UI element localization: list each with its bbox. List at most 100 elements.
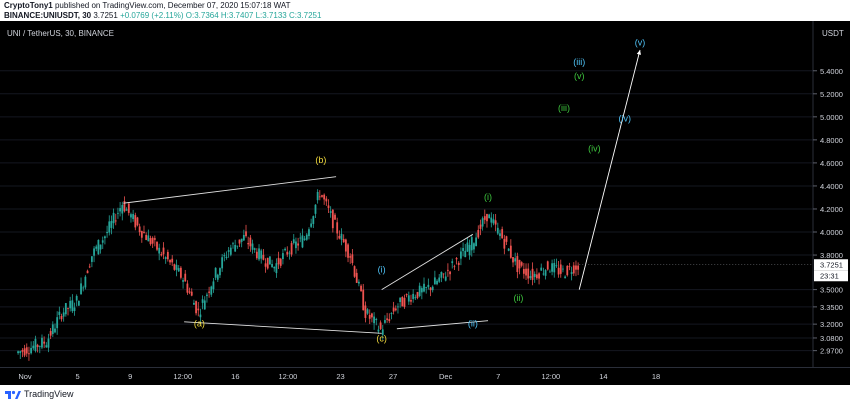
candle-body — [143, 231, 145, 233]
candle-body — [553, 262, 556, 273]
candle-body — [36, 344, 39, 348]
candle-body — [490, 217, 493, 223]
projection-arrow-line — [578, 49, 641, 290]
candle-body — [429, 287, 432, 291]
candle-body — [54, 328, 56, 333]
candle-body — [501, 229, 504, 239]
candle-body — [334, 214, 336, 220]
candle-body — [177, 268, 180, 272]
candle-body — [468, 244, 471, 256]
candle-body — [318, 196, 321, 198]
candle-body — [338, 235, 341, 239]
candle-body — [58, 311, 61, 315]
candle-body — [425, 287, 428, 288]
candle-body — [275, 263, 278, 274]
candle-body — [516, 256, 519, 273]
candle-body — [525, 268, 527, 276]
candle-body — [73, 307, 76, 311]
candle-body — [162, 247, 165, 255]
candle-body — [520, 262, 523, 266]
candle-body — [175, 264, 178, 270]
candle-body — [262, 254, 265, 260]
candle-body — [538, 273, 540, 279]
candle-body — [214, 267, 217, 278]
candle-body — [416, 292, 419, 298]
candle-body — [460, 251, 462, 259]
wave-label: (a) — [194, 318, 205, 328]
candle-body — [227, 250, 230, 252]
candle-body — [544, 270, 547, 276]
candle-body — [470, 237, 473, 251]
footer: TradingView — [0, 385, 850, 405]
published-text: published on TradingView.com, December 0… — [54, 1, 291, 10]
candle-body — [184, 273, 187, 282]
candle-body — [366, 309, 369, 314]
chart-area[interactable]: (b) (a) (c) (i) (i) (ii) (ii) (iii) (iv) (iii) (v)… — [0, 21, 850, 385]
candle-body — [112, 212, 115, 224]
candle-body — [451, 261, 454, 264]
candle-body — [208, 291, 211, 293]
candle-body — [436, 280, 438, 285]
candle-body — [56, 317, 59, 329]
candle-body — [99, 244, 102, 250]
candle-body — [399, 297, 402, 302]
candle-body — [203, 300, 206, 310]
tradingview-brand[interactable]: TradingView — [5, 389, 74, 399]
candle-body — [418, 285, 421, 297]
brand-name: TradingView — [24, 389, 74, 399]
price-tick-label: 4.4000 — [820, 182, 843, 191]
candle-body — [505, 236, 508, 242]
wave-label: (i) — [484, 192, 492, 202]
time-tick-label: 12:00 — [279, 372, 298, 381]
candle-body — [90, 256, 93, 262]
trend-line — [381, 233, 474, 290]
candle-body — [190, 291, 193, 296]
candle-body — [518, 259, 521, 269]
candle-body — [486, 214, 488, 222]
candle-body — [420, 288, 423, 293]
candle-body — [414, 297, 417, 299]
candle-body — [86, 270, 89, 274]
price-tick-label: 3.2000 — [820, 320, 843, 329]
candle-body — [75, 296, 78, 301]
candle-body — [234, 244, 237, 252]
candle-body — [492, 219, 495, 224]
price-tick-label: 5.0000 — [820, 113, 843, 122]
candle-body — [169, 260, 171, 263]
candle-body — [134, 215, 137, 228]
candle-body — [440, 272, 443, 278]
wave-label: (b) — [315, 155, 326, 165]
candle-body — [49, 331, 52, 336]
candle-body — [225, 256, 228, 258]
price-chart[interactable]: (b) (a) (c) (i) (i) (ii) (ii) (iii) (iv) (iii) (v)… — [0, 21, 850, 385]
candle-body — [77, 300, 80, 306]
candle-body — [564, 276, 567, 279]
candle-body — [45, 345, 48, 348]
wave-label: (iii) — [558, 103, 570, 113]
candle-body — [455, 258, 458, 260]
candle-body — [531, 268, 534, 280]
candle-body — [488, 214, 491, 219]
candle-body — [344, 239, 347, 252]
candle-body — [373, 316, 375, 324]
candle-body — [473, 243, 475, 250]
candle-body — [481, 218, 484, 227]
last-price: 3.7251 — [93, 11, 118, 20]
candle-body — [242, 234, 245, 241]
chart-header: CryptoTony1 published on TradingView.com… — [0, 0, 850, 21]
wave-label: (ii) — [513, 293, 523, 303]
candle-body — [229, 247, 232, 255]
candle-body — [88, 266, 91, 268]
price-tick-label: 3.5000 — [820, 286, 843, 295]
candle-body — [216, 274, 219, 280]
current-price-label: 3.7251 — [820, 260, 843, 269]
candle-body — [301, 235, 304, 248]
time-tick-label: 23 — [336, 372, 344, 381]
candle-body — [21, 350, 24, 352]
candle-body — [97, 239, 100, 255]
candle-body — [255, 251, 258, 259]
candle-body — [64, 303, 67, 315]
candle-body — [84, 276, 87, 288]
author-name[interactable]: CryptoTony1 — [4, 1, 53, 10]
candle-body — [273, 266, 276, 269]
